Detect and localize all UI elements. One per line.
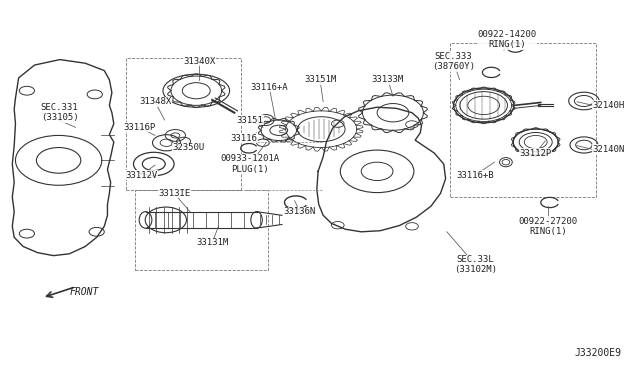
Text: 33151: 33151 — [237, 116, 264, 125]
Text: 33112P: 33112P — [520, 148, 552, 157]
Bar — [135, 190, 268, 270]
Text: FRONT: FRONT — [69, 287, 99, 297]
Bar — [127, 58, 241, 190]
Text: SEC.331
(33105): SEC.331 (33105) — [41, 103, 79, 122]
Text: 33131M: 33131M — [196, 238, 228, 247]
Text: 31348X: 31348X — [139, 97, 171, 106]
Text: 33133M: 33133M — [372, 75, 404, 84]
Text: 33116: 33116 — [230, 134, 257, 143]
Text: SEC.333
(38760Y): SEC.333 (38760Y) — [432, 52, 475, 71]
Text: J33200E9: J33200E9 — [574, 348, 621, 358]
Text: SEC.33L
(33102M): SEC.33L (33102M) — [454, 255, 497, 275]
Text: 33112V: 33112V — [125, 170, 157, 180]
Text: 31340X: 31340X — [183, 57, 216, 66]
Text: 32140H: 32140H — [593, 101, 625, 110]
Text: 32140N: 32140N — [593, 145, 625, 154]
Text: 33136N: 33136N — [284, 207, 316, 216]
Bar — [450, 43, 596, 197]
Text: 33151M: 33151M — [304, 75, 336, 84]
Text: 3313IE: 3313IE — [158, 189, 190, 198]
Text: 32350U: 32350U — [173, 143, 205, 152]
Text: 00922-27200
RING(1): 00922-27200 RING(1) — [519, 217, 578, 236]
Text: 33116P: 33116P — [123, 123, 156, 132]
Text: 00933-1201A
PLUG(1): 00933-1201A PLUG(1) — [221, 154, 280, 174]
Text: 33116+A: 33116+A — [250, 83, 288, 92]
Text: 33116+B: 33116+B — [456, 170, 494, 180]
Text: 00922-14200
RING(1): 00922-14200 RING(1) — [477, 30, 537, 49]
